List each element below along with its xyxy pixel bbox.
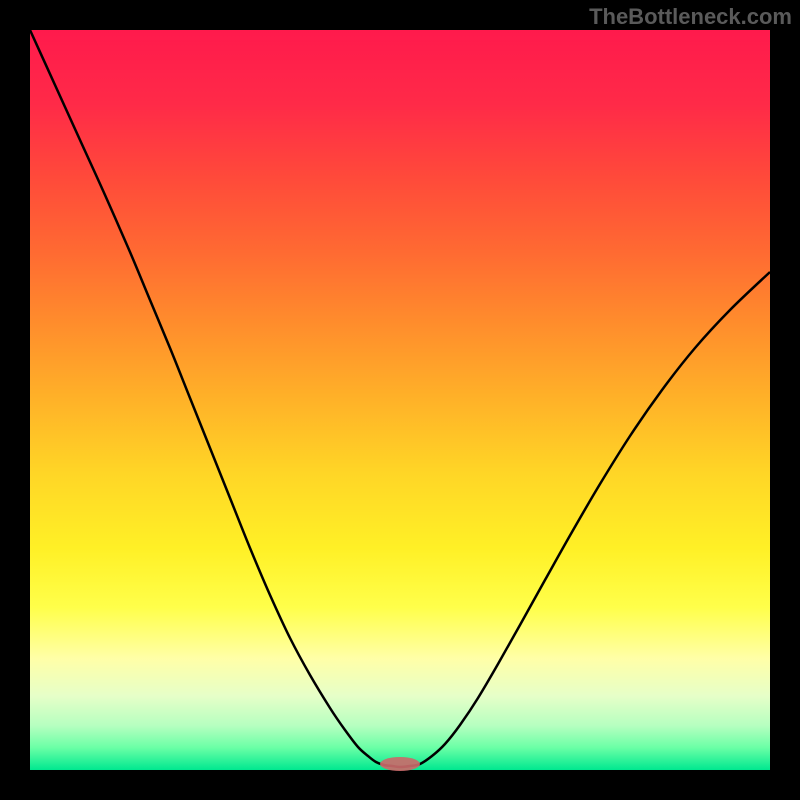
chart-container: { "watermark": { "text": "TheBottleneck.… [0, 0, 800, 800]
plot-background [30, 30, 770, 770]
optimum-marker [380, 757, 420, 771]
watermark-text: TheBottleneck.com [589, 4, 792, 30]
bottleneck-chart [0, 0, 800, 800]
